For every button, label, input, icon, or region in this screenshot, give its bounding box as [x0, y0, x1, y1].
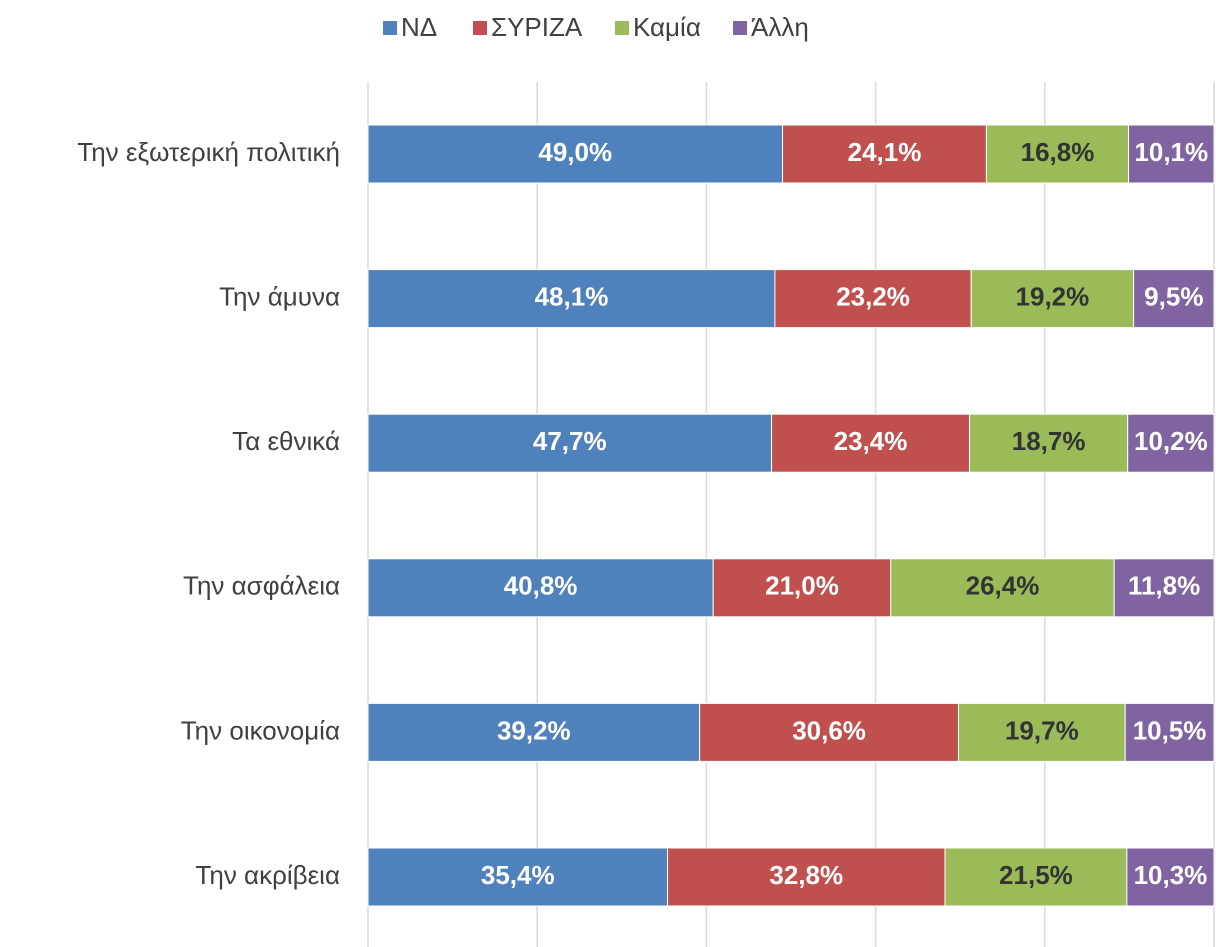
data-label: 21,0%: [765, 571, 839, 601]
bar-segment: [1124, 702, 1215, 762]
bar-segment: [969, 413, 1129, 473]
bar-segment: [367, 124, 784, 184]
data-label: 32,8%: [769, 860, 843, 890]
data-label: 19,7%: [1005, 715, 1079, 745]
bar-segment: [1133, 269, 1215, 329]
legend-label: ΝΔ: [401, 12, 437, 42]
legend-swatch: [615, 21, 629, 35]
y-tick-label: Τα εθνικά: [232, 426, 340, 456]
data-label: 10,3%: [1134, 860, 1208, 890]
bar-segment: [970, 269, 1135, 329]
data-label: 40,8%: [504, 571, 578, 601]
bar-segment: [367, 269, 776, 329]
data-label: 11,8%: [1128, 571, 1200, 601]
bar-segment: [367, 558, 714, 618]
legend-swatch: [733, 21, 747, 35]
data-label: 24,1%: [848, 137, 922, 167]
bar-segment: [699, 702, 960, 762]
legend-swatch: [383, 21, 397, 35]
data-label: 39,2%: [497, 715, 571, 745]
y-tick-label: Την άμυνα: [219, 281, 340, 311]
bar-segment: [944, 847, 1128, 907]
y-tick-label: Την ασφάλεια: [183, 571, 340, 601]
legend-label: Καμία: [633, 12, 701, 42]
data-label: 19,2%: [1016, 281, 1090, 311]
legend-label: ΣΥΡΙΖΑ: [491, 12, 583, 42]
bar-segment: [1127, 413, 1215, 473]
bar-segment: [367, 847, 668, 907]
bar-segment: [367, 413, 773, 473]
data-label: 9,5%: [1144, 281, 1203, 311]
data-label: 23,4%: [834, 426, 908, 456]
bar-segment: [1126, 847, 1215, 907]
bar-segment: [712, 558, 892, 618]
data-label: 48,1%: [535, 281, 609, 311]
y-tick-label: Την οικονομία: [181, 715, 340, 745]
bar-segment: [1128, 124, 1215, 184]
data-label: 49,0%: [538, 137, 612, 167]
bar-segment: [367, 702, 701, 762]
data-label: 23,2%: [836, 281, 910, 311]
bar-segment: [1113, 558, 1215, 618]
data-label: 10,5%: [1133, 715, 1207, 745]
legend-swatch: [473, 21, 487, 35]
bar-segment: [774, 269, 972, 329]
data-label: 16,8%: [1021, 137, 1095, 167]
data-label: 30,6%: [792, 715, 866, 745]
data-label: 21,5%: [999, 860, 1073, 890]
data-label: 26,4%: [966, 571, 1040, 601]
bar-segment: [771, 413, 971, 473]
legend-label: Άλλη: [751, 12, 809, 42]
data-label: 18,7%: [1012, 426, 1086, 456]
y-tick-label: Την εξωτερική πολιτική: [77, 137, 340, 167]
data-label: 10,2%: [1134, 426, 1208, 456]
data-label: 47,7%: [533, 426, 607, 456]
y-tick-label: Την ακρίβεια: [195, 860, 340, 890]
data-label: 10,1%: [1134, 137, 1208, 167]
data-label: 35,4%: [481, 860, 555, 890]
